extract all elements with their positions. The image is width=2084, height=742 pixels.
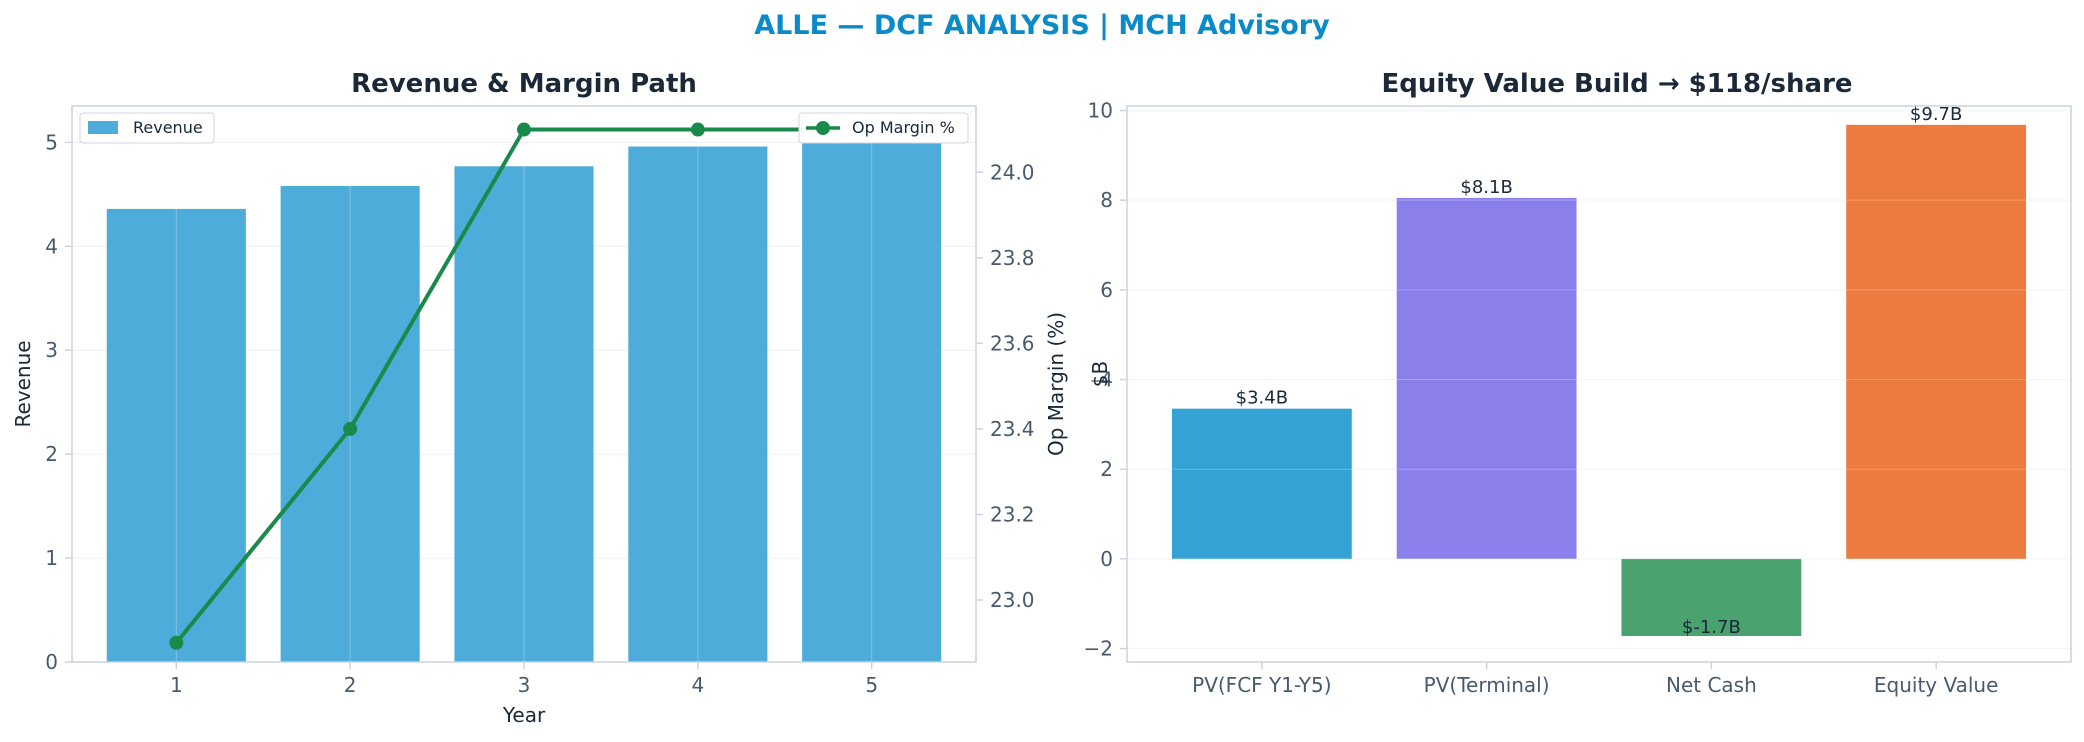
op-margin-axis-ticks: 23.0 23.2 23.4 23.6 23.8 24.0 <box>976 160 1035 612</box>
equity-axis-ticks: −2 0 2 4 6 8 10 <box>1084 98 1127 661</box>
revenue-tick-label: 1 <box>45 546 58 570</box>
year-tick-label: 4 <box>691 673 704 697</box>
component-tick-label: Net Cash <box>1666 673 1757 697</box>
equity-tick-label: 2 <box>1100 457 1113 481</box>
op-margin-point <box>343 421 358 436</box>
revenue-bar <box>454 166 594 662</box>
component-tick-label: PV(Terminal) <box>1424 673 1550 697</box>
revenue-tick-label: 3 <box>45 338 58 362</box>
equity-tick-label: 6 <box>1100 278 1113 302</box>
equity-tick-label: 4 <box>1100 368 1113 392</box>
equity-bar-data-label: $-1.7B <box>1682 617 1741 638</box>
year-axis-label: Year <box>502 703 546 727</box>
equity-bar <box>1621 558 1802 636</box>
op-margin-tick-label: 23.0 <box>990 588 1035 612</box>
component-axis-ticks: PV(FCF Y1-Y5) PV(Terminal) Net Cash Equity … <box>1192 662 1998 697</box>
revenue-tick-label: 0 <box>45 650 58 674</box>
revenue-tick-label: 4 <box>45 234 58 258</box>
revenue-tick-label: 5 <box>45 130 58 154</box>
op-margin-legend-box <box>798 112 969 144</box>
revenue-legend-label: Revenue <box>133 118 203 137</box>
equity-value-chart: Equity Value Build → $118/share −2 0 2 4 6 8 1… <box>1084 69 2072 697</box>
component-tick-label: Equity Value <box>1874 673 1999 697</box>
op-margin-axis-label: Op Margin (%) <box>1044 312 1068 456</box>
op-margin-tick-label: 23.8 <box>990 246 1035 270</box>
year-tick-label: 3 <box>518 673 531 697</box>
year-tick-label: 2 <box>344 673 357 697</box>
revenue-bars <box>106 106 942 663</box>
op-margin-tick-label: 23.2 <box>990 502 1035 526</box>
op-margin-point <box>517 122 531 137</box>
revenue-bar <box>802 126 942 663</box>
revenue-legend: Revenue <box>79 112 215 144</box>
revenue-chart-title: Revenue & Margin Path <box>351 69 697 99</box>
component-tick-label: PV(FCF Y1-Y5) <box>1192 673 1331 697</box>
equity-bar-data-label: $9.7B <box>1910 104 1962 125</box>
revenue-axis-label: Revenue <box>11 340 35 427</box>
op-margin-tick-label: 23.4 <box>990 417 1035 441</box>
equity-tick-label: −2 <box>1084 637 1113 661</box>
equity-bar-data-label: $8.1B <box>1460 177 1512 198</box>
equity-bar <box>1171 408 1352 559</box>
equity-tick-label: 0 <box>1100 547 1113 571</box>
equity-tick-label: 10 <box>1088 98 1113 122</box>
equity-chart-frame <box>1126 105 2072 663</box>
equity-bars <box>1127 109 2071 650</box>
revenue-bar <box>628 146 768 663</box>
op-margin-legend: Op Margin % <box>798 112 969 144</box>
op-margin-point <box>169 635 184 650</box>
op-margin-point <box>690 122 705 137</box>
equity-bar <box>1396 197 1577 559</box>
op-margin-legend-marker <box>816 121 830 135</box>
year-axis-ticks: 1 2 3 4 5 <box>170 662 878 697</box>
revenue-axis-ticks: 0 1 2 3 4 5 <box>45 130 72 674</box>
equity-bar <box>1846 124 2027 559</box>
op-margin-tick-label: 23.6 <box>990 331 1035 355</box>
figure-suptitle: ALLE — DCF ANALYSIS | MCH Advisory <box>754 10 1330 41</box>
equity-bar-data-labels: $3.4B $8.1B $-1.7B $9.7B <box>1236 104 1963 638</box>
year-tick-label: 1 <box>170 673 183 697</box>
equity-chart-title: Equity Value Build → $118/share <box>1381 69 1852 99</box>
revenue-legend-swatch <box>88 121 118 134</box>
equity-bar-data-label: $3.4B <box>1236 388 1288 409</box>
equity-axis-label: $B <box>1088 361 1112 387</box>
op-margin-tick-label: 24.0 <box>990 160 1035 184</box>
revenue-legend-box <box>79 112 215 144</box>
revenue-tick-label: 2 <box>45 442 58 466</box>
op-margin-legend-label: Op Margin % <box>852 118 955 137</box>
equity-tick-label: 8 <box>1100 188 1113 212</box>
year-tick-label: 5 <box>865 673 878 697</box>
